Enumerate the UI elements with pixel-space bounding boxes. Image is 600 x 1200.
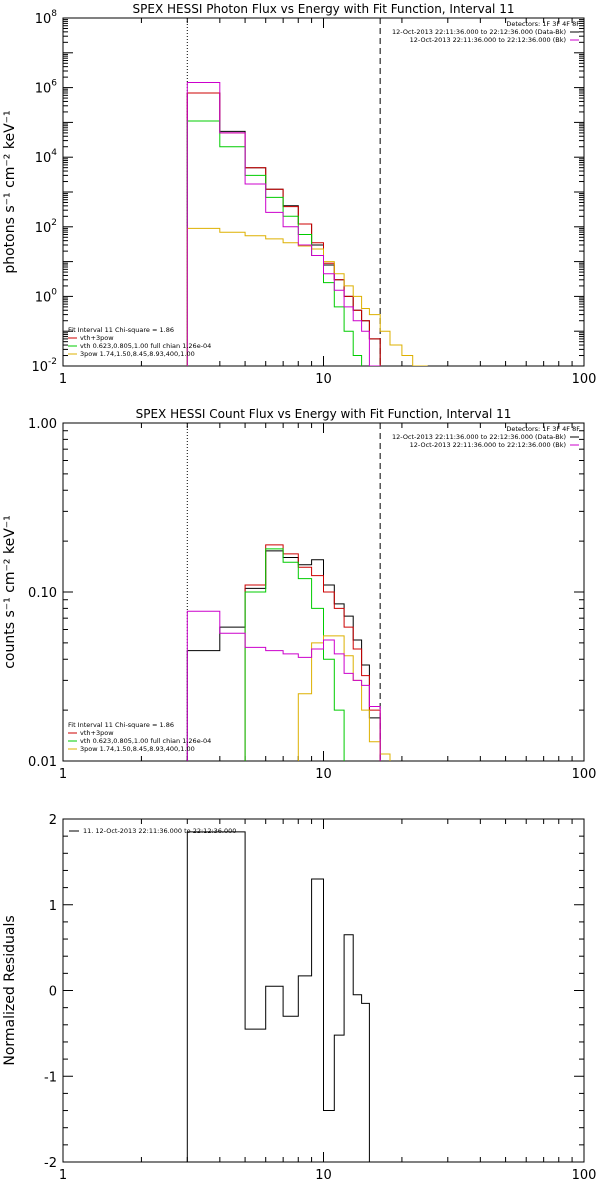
y-tick-label: 0.10	[28, 586, 57, 601]
panel-1: SPEX HESSI Photon Flux vs Energy with Fi…	[2, 2, 596, 387]
chart-title: SPEX HESSI Count Flux vs Energy with Fit…	[136, 407, 512, 421]
x-tick-label: 1	[59, 767, 67, 782]
series-group	[186, 831, 381, 1162]
legend-entry-label: 12-Oct-2013 22:11:36.000 to 22:12:36.000…	[410, 36, 566, 44]
series-group	[186, 82, 428, 366]
fit-legend-entry: 3pow 1.74,1.50,8.45,8.93,400,1.00	[80, 745, 195, 753]
x-tick-label: 10	[315, 1168, 332, 1183]
x-tick-label: 1	[59, 1168, 67, 1183]
series-line-residuals	[186, 831, 381, 1162]
fit-legend-entry: vth+3pow	[80, 729, 114, 737]
fit-legend-header: Fit Interval 11 Chi-square = 1.86	[68, 721, 174, 729]
series-line-bk	[186, 610, 381, 761]
legend-top: 11. 12-Oct-2013 22:11:36.000 to 22:12:36…	[69, 827, 236, 835]
plot-frame	[62, 17, 585, 367]
legend-header: Detectors: 1F 3F 4F 8F	[506, 20, 580, 28]
fit-legend-entry: 3pow 1.74,1.50,8.45,8.93,400,1.00	[80, 350, 195, 358]
series-line-data-bk	[186, 92, 381, 366]
series-group	[186, 544, 391, 761]
fit-legend-entry: vth 0.623,0.805,1.00 full chian 1.26e-04	[80, 342, 211, 350]
series-line-3pow	[186, 227, 428, 366]
y-tick-label: 106	[35, 79, 58, 97]
series-line-vth-3pow	[186, 92, 381, 366]
x-axis: 1 10 100	[59, 18, 597, 387]
legend-fit: Fit Interval 11 Chi-square = 1.86vth+3po…	[68, 721, 211, 753]
y-tick-label: 100	[35, 287, 58, 305]
y-tick-label: 104	[35, 148, 58, 166]
legend-entry-label: 12-Oct-2013 22:11:36.000 to 22:12:36.000…	[410, 441, 566, 449]
y-tick-label: 1	[49, 899, 57, 914]
y-tick-label: -2	[44, 1156, 57, 1171]
legend-entry-label: 12-Oct-2013 22:11:36.000 to 22:12:36.000…	[392, 433, 566, 441]
x-tick-label: 100	[572, 372, 597, 387]
x-axis: 1 10 100	[59, 819, 597, 1183]
series-line-3pow	[297, 635, 391, 761]
y-axis-label: Normalized Residuals	[2, 915, 18, 1065]
legend-entry-label: 12-Oct-2013 22:11:36.000 to 22:12:36.000…	[392, 28, 566, 36]
y-tick-label: 0.01	[28, 755, 57, 770]
x-tick-label: 10	[315, 767, 332, 782]
legend-fit: Fit Interval 11 Chi-square = 1.86vth+3po…	[68, 326, 211, 358]
legend-header: Detectors: 1F 3F 4F 8F	[506, 425, 580, 433]
y-axis-label: photons s⁻¹ cm⁻² keV⁻¹	[2, 110, 18, 273]
x-tick-label: 100	[572, 767, 597, 782]
fit-legend-entry: vth 0.623,0.805,1.00 full chian 1.26e-04	[80, 737, 211, 745]
fit-legend-header: Fit Interval 11 Chi-square = 1.86	[68, 326, 174, 334]
x-tick-label: 1	[59, 372, 67, 387]
y-tick-label: 102	[35, 218, 57, 236]
panel-3: 1 10 100 -2 -1 0 1 2 Normalized Residuals 11. 12-…	[2, 813, 596, 1183]
y-axis: -2 -1 0 1 2	[44, 813, 584, 1171]
fit-legend-entry: vth+3pow	[80, 334, 114, 342]
legend-entry-label: 11. 12-Oct-2013 22:11:36.000 to 22:12:36…	[83, 827, 236, 835]
y-tick-label: 108	[35, 9, 58, 27]
series-line-vth	[244, 548, 345, 761]
x-axis: 1 10 100	[59, 423, 597, 782]
x-tick-label: 100	[572, 1168, 597, 1183]
series-line-data-bk	[186, 550, 381, 761]
chart-title: SPEX HESSI Photon Flux vs Energy with Fi…	[133, 2, 515, 16]
series-line-bk	[186, 82, 381, 366]
y-axis: 0.01 0.10 1.00	[28, 417, 584, 770]
y-tick-label: 2	[49, 813, 57, 828]
y-tick-label: 1.00	[28, 417, 57, 432]
y-axis: 10-2 100 102 104 106 108	[31, 9, 584, 375]
series-line-vth	[186, 120, 363, 366]
y-tick-label: 0	[49, 985, 57, 1000]
panel-2: SPEX HESSI Count Flux vs Energy with Fit…	[2, 407, 596, 782]
series-line-vth-3pow	[244, 544, 381, 761]
x-tick-label: 10	[315, 372, 332, 387]
y-axis-label: counts s⁻¹ cm⁻² keV⁻¹	[2, 515, 18, 669]
y-tick-label: 10-2	[31, 357, 57, 375]
y-tick-label: -1	[44, 1070, 57, 1085]
